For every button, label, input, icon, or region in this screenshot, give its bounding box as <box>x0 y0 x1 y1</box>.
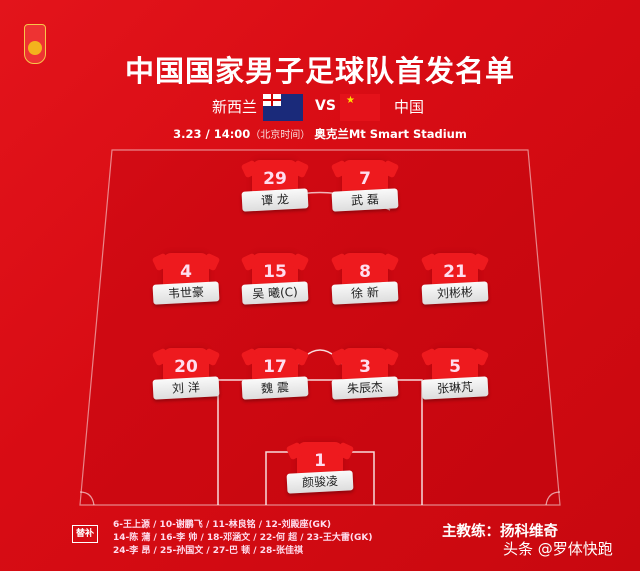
new-zealand-flag-icon <box>263 94 303 121</box>
substitutes-list: 6-王上源 / 10-谢鹏飞 / 11-林良铭 / 12-刘殿座(GK) 14-… <box>113 520 373 556</box>
china-flag-icon: ★ <box>340 94 380 121</box>
player-card: 17 魏 震 <box>230 348 320 400</box>
player-card: 3 朱辰杰 <box>320 348 410 400</box>
player-card: 4 韦世豪 <box>141 253 231 305</box>
page-title: 中国国家男子足球队首发名单 <box>124 54 515 88</box>
player-card: 21 刘彬彬 <box>410 253 500 305</box>
player-card-goalkeeper: 1 颜骏凌 <box>275 442 365 494</box>
player-card: 20 刘 洋 <box>141 348 231 400</box>
timezone: （北京时间） <box>250 130 311 141</box>
away-team: 中国 <box>394 98 425 116</box>
venue: 奥克兰Mt Smart Stadium <box>314 127 467 141</box>
corner-arcs <box>79 491 561 506</box>
player-card: 5 张琳芃 <box>410 348 500 400</box>
player-card: 29 谭 龙 <box>230 160 320 212</box>
date-time: 3.23 / 14:00 <box>173 127 251 141</box>
substitutes-label: 替补 <box>72 525 98 543</box>
home-team: 新西兰 <box>212 98 258 116</box>
penalty-box <box>217 379 423 505</box>
cfa-logo <box>24 24 46 64</box>
match-info: 3.23 / 14:00（北京时间） 奥克兰Mt Smart Stadium <box>0 126 640 142</box>
vs-label: VS <box>315 98 336 114</box>
pitch-outline <box>79 149 561 506</box>
player-card: 15 吴 曦(C) <box>230 253 320 305</box>
head-coach: 主教练：扬科维奇 <box>442 524 558 540</box>
watermark: 头条 @罗体快跑 <box>503 540 613 558</box>
